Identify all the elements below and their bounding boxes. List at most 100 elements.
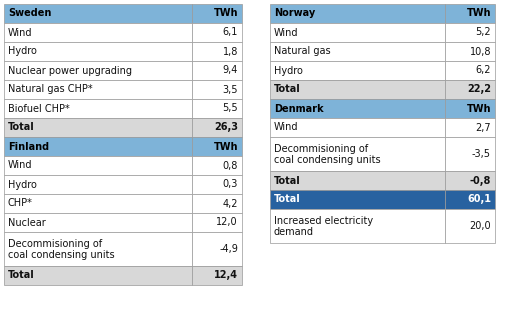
Text: 60,1: 60,1 xyxy=(467,194,491,204)
Text: Wind: Wind xyxy=(274,27,299,37)
Text: Nuclear power upgrading: Nuclear power upgrading xyxy=(8,66,132,76)
Bar xyxy=(192,137,242,156)
Bar xyxy=(445,190,495,209)
Text: 22,2: 22,2 xyxy=(467,85,491,95)
Bar xyxy=(270,99,445,118)
Text: 0,8: 0,8 xyxy=(222,161,238,171)
Text: coal condensing units: coal condensing units xyxy=(8,250,115,260)
Bar xyxy=(445,61,495,80)
Bar xyxy=(192,80,242,99)
Text: 12,4: 12,4 xyxy=(214,270,238,280)
Text: Biofuel CHP*: Biofuel CHP* xyxy=(8,103,70,113)
Bar xyxy=(4,175,192,194)
Bar xyxy=(270,23,445,42)
Text: Sweden: Sweden xyxy=(8,8,52,18)
Bar xyxy=(445,80,495,99)
Bar xyxy=(192,4,242,23)
Text: 4,2: 4,2 xyxy=(222,199,238,209)
Bar xyxy=(192,118,242,137)
Bar xyxy=(270,137,445,171)
Text: 6,2: 6,2 xyxy=(476,66,491,76)
Bar xyxy=(445,209,495,243)
Bar xyxy=(4,156,192,175)
Bar xyxy=(445,4,495,23)
Bar xyxy=(192,61,242,80)
Bar xyxy=(4,194,192,213)
Bar xyxy=(270,118,445,137)
Bar xyxy=(4,80,192,99)
Bar xyxy=(270,61,445,80)
Bar xyxy=(192,232,242,266)
Bar xyxy=(4,232,192,266)
Text: Total: Total xyxy=(274,85,301,95)
Text: Hydro: Hydro xyxy=(8,180,37,190)
Bar xyxy=(445,42,495,61)
Text: TWh: TWh xyxy=(214,141,238,151)
Bar xyxy=(4,4,192,23)
Bar xyxy=(270,190,445,209)
Text: Norway: Norway xyxy=(274,8,315,18)
Bar xyxy=(192,194,242,213)
Text: TWh: TWh xyxy=(466,8,491,18)
Text: coal condensing units: coal condensing units xyxy=(274,155,381,165)
Text: -3,5: -3,5 xyxy=(472,149,491,159)
Text: TWh: TWh xyxy=(466,103,491,113)
Text: TWh: TWh xyxy=(214,8,238,18)
Text: CHP*: CHP* xyxy=(8,199,33,209)
Text: Total: Total xyxy=(8,270,35,280)
Text: 1,8: 1,8 xyxy=(222,47,238,57)
Text: 2,7: 2,7 xyxy=(475,122,491,132)
Bar xyxy=(270,209,445,243)
Text: Hydro: Hydro xyxy=(8,47,37,57)
Bar xyxy=(192,213,242,232)
Text: Decommisioning of: Decommisioning of xyxy=(274,144,368,154)
Text: 0,3: 0,3 xyxy=(222,180,238,190)
Bar xyxy=(445,137,495,171)
Text: 5,2: 5,2 xyxy=(475,27,491,37)
Bar xyxy=(4,137,192,156)
Bar xyxy=(192,175,242,194)
Text: demand: demand xyxy=(274,227,314,237)
Bar xyxy=(445,99,495,118)
Text: 12,0: 12,0 xyxy=(216,217,238,227)
Bar xyxy=(445,23,495,42)
Bar xyxy=(4,61,192,80)
Bar xyxy=(192,23,242,42)
Bar xyxy=(270,171,445,190)
Text: Wind: Wind xyxy=(8,161,32,171)
Bar xyxy=(4,213,192,232)
Text: Total: Total xyxy=(274,194,301,204)
Text: Denmark: Denmark xyxy=(274,103,324,113)
Text: Total: Total xyxy=(274,175,301,185)
Text: 26,3: 26,3 xyxy=(214,122,238,132)
Text: 5,5: 5,5 xyxy=(222,103,238,113)
Text: Wind: Wind xyxy=(274,122,299,132)
Bar xyxy=(192,42,242,61)
Bar xyxy=(270,42,445,61)
Bar xyxy=(4,23,192,42)
Bar xyxy=(4,42,192,61)
Text: 3,5: 3,5 xyxy=(222,85,238,95)
Bar xyxy=(192,156,242,175)
Text: Hydro: Hydro xyxy=(274,66,303,76)
Bar xyxy=(4,266,192,285)
Bar xyxy=(445,171,495,190)
Bar xyxy=(270,80,445,99)
Text: -4,9: -4,9 xyxy=(219,244,238,254)
Bar xyxy=(445,118,495,137)
Text: 10,8: 10,8 xyxy=(469,47,491,57)
Text: Natural gas CHP*: Natural gas CHP* xyxy=(8,85,93,95)
Text: 9,4: 9,4 xyxy=(222,66,238,76)
Bar xyxy=(192,99,242,118)
Bar xyxy=(270,4,445,23)
Text: Increased electricity: Increased electricity xyxy=(274,216,373,226)
Text: Total: Total xyxy=(8,122,35,132)
Bar xyxy=(4,99,192,118)
Text: Decommisioning of: Decommisioning of xyxy=(8,239,102,249)
Text: Natural gas: Natural gas xyxy=(274,47,331,57)
Text: -0,8: -0,8 xyxy=(469,175,491,185)
Bar xyxy=(192,266,242,285)
Text: 20,0: 20,0 xyxy=(469,221,491,231)
Text: Nuclear: Nuclear xyxy=(8,217,46,227)
Bar xyxy=(4,118,192,137)
